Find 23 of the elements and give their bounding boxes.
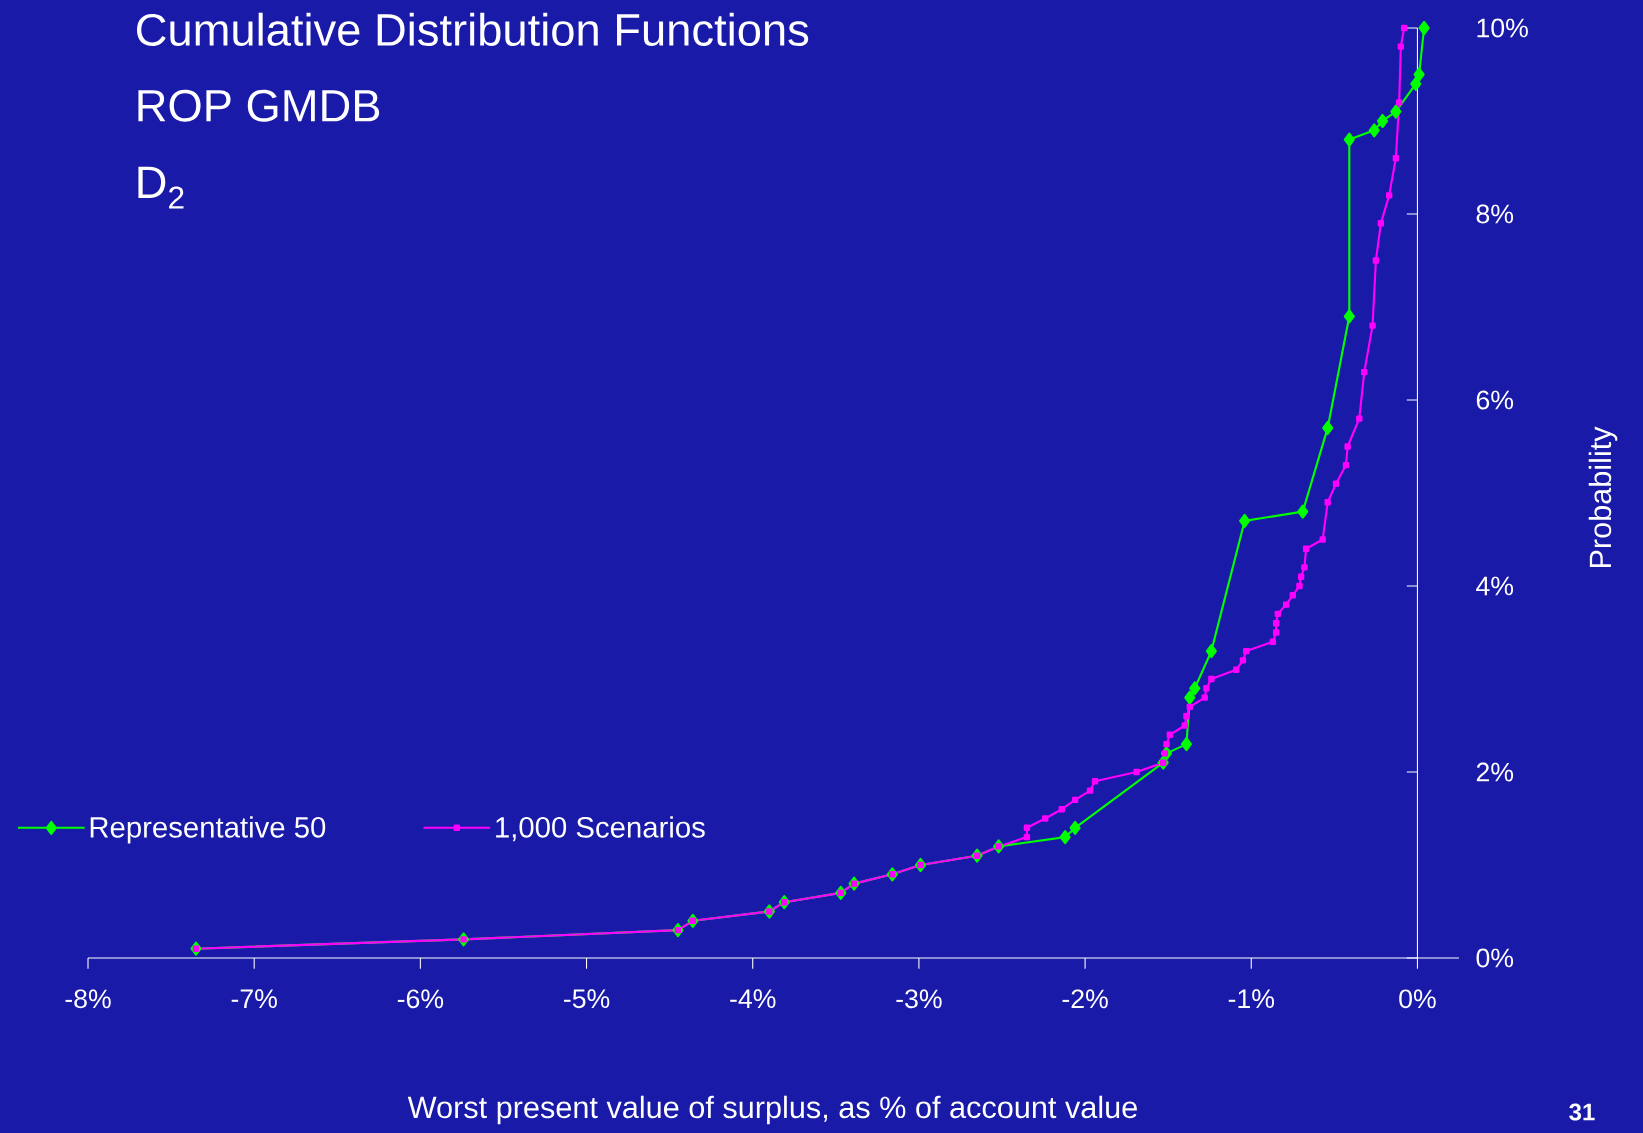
x-tick-label: -1% [1228,989,1275,1009]
y-tick-label: 10% [1477,18,1528,38]
y-axis-title: Probability [1588,426,1618,568]
x-tick-label: -8% [65,989,111,1009]
legend-label: Representative 50 [90,816,326,844]
x-tick-label: -6% [397,989,444,1009]
y-tick-label: 0% [1476,948,1514,968]
x-axis-title: Worst present value of surplus, as % of account value [407,1095,1137,1125]
text: 31 [1569,1103,1595,1121]
legend-label: 1,000 Scenarios [496,816,705,842]
y-tick-label: 8% [1476,204,1514,224]
x-tick-label: -2% [1062,989,1108,1009]
y-tick-label: 6% [1476,390,1514,410]
x-tick-label: -3% [896,989,942,1009]
annotation: D$_{2}$ [138,166,184,209]
x-tick-label: 0% [1399,989,1436,1009]
text: ROP GMDB [138,89,380,122]
x-tick-label: -4% [730,989,776,1009]
x-tick-label: -5% [564,989,610,1009]
y-tick-label: 4% [1476,576,1514,596]
y-tick-label: 2% [1476,762,1514,782]
x-tick-label: -7% [231,989,277,1009]
chart-title: Cumulative Distribution Functions [137,12,809,46]
